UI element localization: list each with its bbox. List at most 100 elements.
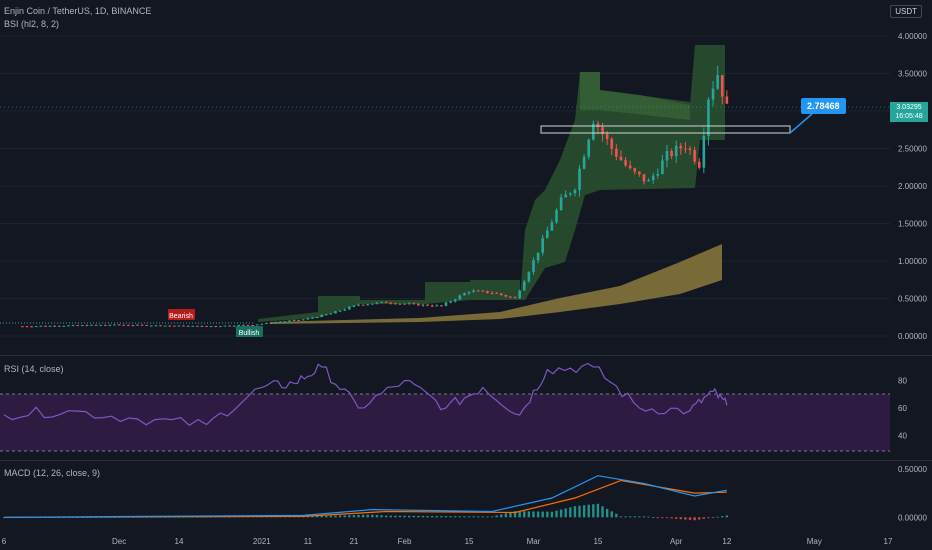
candle-body <box>394 303 397 305</box>
macd-bar <box>615 513 618 518</box>
pane-divider[interactable] <box>0 355 932 356</box>
candle-body <box>513 297 517 299</box>
candle-body <box>389 302 393 304</box>
candle-body <box>670 150 673 157</box>
candle-body <box>182 325 185 327</box>
candle-body <box>532 260 535 272</box>
candle-body <box>412 303 416 305</box>
macd-bar <box>500 514 503 518</box>
candle-body <box>186 325 190 327</box>
macd-bar <box>707 517 710 519</box>
macd-bar <box>546 511 549 518</box>
macd-bar <box>555 510 558 518</box>
candle-body <box>458 295 462 300</box>
candle-body <box>76 325 79 327</box>
candle-body <box>449 301 452 303</box>
time-tick: 11 <box>304 537 313 546</box>
macd-bar <box>348 515 351 518</box>
rsi-panel[interactable]: 80 60 40 <box>0 356 932 459</box>
macd-bar <box>721 516 724 518</box>
macd-bar <box>587 504 590 518</box>
candle-body <box>697 161 701 168</box>
price-tick: 0.50000 <box>898 295 927 304</box>
currency-badge[interactable]: USDT <box>890 5 922 18</box>
candle-body <box>113 324 116 326</box>
rsi-line <box>3 362 728 426</box>
macd-bar <box>624 516 627 518</box>
macd-bar <box>578 505 581 518</box>
candle-body <box>71 325 75 327</box>
macd-bar <box>638 516 641 518</box>
candle-body <box>223 325 227 327</box>
candle-body <box>647 180 650 182</box>
time-axis[interactable]: 6 Dec 14 2021 11 21 Feb 15 Mar 15 Apr 12 May 17 <box>0 532 932 550</box>
candle-body <box>292 319 296 321</box>
candle-body <box>265 322 268 324</box>
countdown: 16:05:48 <box>895 113 923 120</box>
candle-body <box>311 317 314 319</box>
candle-body <box>476 290 480 292</box>
price-tick: 4.00000 <box>898 32 927 41</box>
candle-body <box>495 292 498 294</box>
candle-body <box>440 305 443 307</box>
macd-bar <box>536 511 540 518</box>
candle-body <box>334 311 337 314</box>
price-callout[interactable]: 2.78468 <box>801 98 846 114</box>
price-axis: 4.000003.500003.000002.500002.000001.500… <box>898 32 927 341</box>
pane-divider-2[interactable] <box>0 460 932 461</box>
price-tick: 1.50000 <box>898 220 927 229</box>
candle-body <box>177 325 181 327</box>
macd-bar <box>702 517 706 519</box>
macd-bar <box>651 517 655 518</box>
candle-body <box>44 325 47 327</box>
candle-body <box>426 304 429 306</box>
candle-body <box>122 324 126 326</box>
macd-bar <box>541 511 544 518</box>
macd-bar <box>384 515 388 518</box>
candle-body <box>324 314 328 316</box>
macd-bar <box>582 505 586 518</box>
candle-body <box>90 324 93 326</box>
macd-axis: 0.50000 0.00000 <box>898 465 927 522</box>
macd-bar <box>523 511 526 518</box>
macd-bar <box>334 515 337 518</box>
support-rectangle <box>540 125 791 134</box>
candle-body <box>536 252 540 261</box>
candle-body <box>421 304 425 306</box>
candle-body <box>357 304 360 306</box>
candle-body <box>274 322 277 324</box>
callout-connector <box>789 113 813 134</box>
candle-body <box>725 96 729 104</box>
macd-bar <box>2 517 6 519</box>
ma-band <box>270 244 722 324</box>
macd-bar <box>679 517 683 520</box>
last-price-value: 3.03295 <box>896 104 922 111</box>
candle-body <box>509 296 512 298</box>
macd-panel[interactable]: 0.50000 0.00000 <box>0 461 932 531</box>
candle-body <box>702 135 706 168</box>
candle-body <box>237 325 241 327</box>
candle-body <box>638 171 641 175</box>
macd-bar <box>527 511 531 518</box>
macd-bar <box>633 516 636 518</box>
candle-body <box>720 75 724 97</box>
candle-body <box>343 309 347 311</box>
price-chart[interactable]: 4.000003.500003.000002.500002.000001.500… <box>0 0 932 350</box>
time-tick: 15 <box>465 537 474 546</box>
macd-bar <box>592 504 595 518</box>
candle-body <box>329 313 333 315</box>
time-tick: May <box>807 537 822 546</box>
signal-line <box>3 479 727 518</box>
macd-bar <box>605 508 609 518</box>
candle-body <box>214 326 218 328</box>
macd-bar <box>564 508 567 518</box>
candle-body <box>136 324 139 326</box>
macd-bar <box>407 515 411 518</box>
candle-body <box>596 123 600 128</box>
macd-bar <box>513 511 517 518</box>
candle-body <box>306 318 310 320</box>
candle-body <box>278 321 282 323</box>
macd-bar <box>504 513 508 518</box>
candle-body <box>348 306 351 310</box>
bullish-label-text: Bullish <box>239 330 260 337</box>
